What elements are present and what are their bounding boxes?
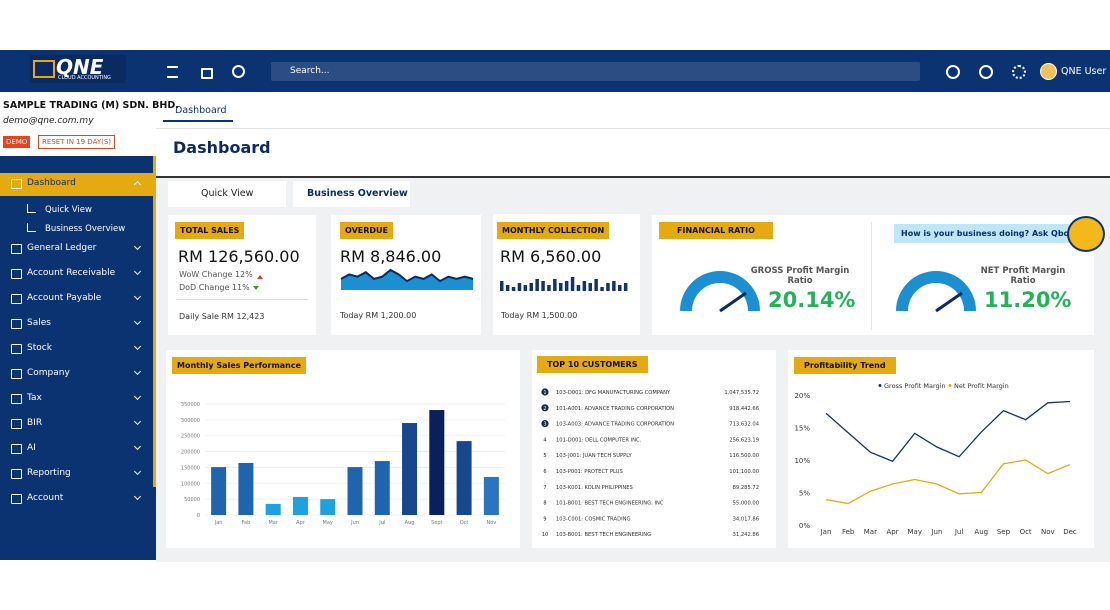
card-footer: Today RM 1,500.00 <box>501 311 578 320</box>
subtab-active[interactable]: Business Overview <box>293 181 410 207</box>
menu-icon <box>11 244 22 254</box>
company-name: SAMPLE TRADING (M) SDN. BHD. <box>3 100 179 111</box>
menu-item[interactable]: Reporting <box>27 468 71 478</box>
card-title: OVERDUE <box>340 222 394 239</box>
search-bar[interactable]: Search... <box>271 62 920 81</box>
gauge-label: NET Profit Margin Ratio <box>980 266 1066 286</box>
menu-icon <box>11 494 22 504</box>
down-arrow <box>253 286 259 293</box>
logo[interactable]: QNE CLOUD ACCOUNTING <box>30 55 126 83</box>
card-title: MONTHLY COLLECTION <box>497 222 610 239</box>
menu-item[interactable]: Account Payable <box>27 293 102 303</box>
logo-icon <box>33 60 55 78</box>
submenu-icon <box>27 204 36 213</box>
menu-icon <box>11 394 22 404</box>
company-email: demo@qne.com.my <box>3 116 94 126</box>
menu-icon <box>11 269 22 279</box>
menu-item[interactable]: Stock <box>27 343 52 353</box>
submenu-icon <box>27 223 36 232</box>
menu-item[interactable]: AI <box>27 443 36 453</box>
settings-icon[interactable] <box>1012 65 1026 79</box>
menu-icon <box>11 294 22 304</box>
qbot-mascot[interactable] <box>1067 216 1105 252</box>
submenu-item[interactable]: Business Overview <box>45 224 126 234</box>
card-title: TOTAL SALES <box>175 222 245 239</box>
menu-item[interactable]: Tax <box>27 393 42 403</box>
subtab-label: Quick View <box>201 188 254 199</box>
chat-icon[interactable] <box>946 65 960 79</box>
wow-change: WoW Change 12% <box>179 270 253 279</box>
card-footer: Today RM 1,200.00 <box>340 311 417 320</box>
card <box>788 350 1094 548</box>
menu-item[interactable]: General Ledger <box>27 243 97 253</box>
demo-badge: DEMO <box>3 136 31 148</box>
subtab-label: Business Overview <box>307 188 408 199</box>
dod-change: DoD Change 11% <box>179 283 250 292</box>
card <box>532 350 776 548</box>
menu-item[interactable]: Company <box>27 368 70 378</box>
play-icon[interactable] <box>232 65 245 78</box>
avatar[interactable] <box>1040 63 1057 80</box>
gauge-label: GROSS Profit Margin Ratio <box>750 266 850 286</box>
card-divider <box>176 299 308 300</box>
page-title: Dashboard <box>173 138 271 157</box>
card-title: FINANCIAL RATIO <box>659 222 773 239</box>
submenu-item[interactable]: Quick View <box>45 205 92 215</box>
menu-item[interactable]: BIR <box>27 418 43 428</box>
card-value: RM 126,560.00 <box>178 247 300 266</box>
menu-item[interactable]: Account <box>27 493 64 503</box>
menu-icon <box>11 344 22 354</box>
card-value: RM 8,846.00 <box>340 247 442 266</box>
reset-badge: RESET IN 19 DAY(S) <box>38 135 116 149</box>
tab[interactable]: Dashboard <box>175 105 227 116</box>
menu-icon <box>11 469 22 479</box>
search-placeholder: Search... <box>290 66 330 76</box>
sidebar <box>0 156 156 560</box>
gauge-value: 20.14% <box>768 288 856 312</box>
user-name[interactable]: QNE User <box>1061 66 1107 77</box>
card-value: RM 6,560.00 <box>500 247 602 266</box>
up-arrow <box>257 272 263 279</box>
qbot-banner[interactable]: How is your business doing? Ask Qbot! <box>894 224 1077 243</box>
gauge-value: 11.20% <box>984 288 1072 312</box>
menu-icon <box>11 369 22 379</box>
logo-sub: CLOUD ACCOUNTING <box>58 75 111 81</box>
menu-item[interactable]: Sales <box>27 318 51 328</box>
menu-item[interactable]: Account Receivable <box>27 268 116 278</box>
divider <box>156 128 1110 129</box>
menu-icon <box>11 444 22 454</box>
chart-title: Monthly Sales Performance <box>172 357 307 374</box>
sidebar-accent <box>153 156 156 487</box>
ratio-divider <box>871 222 872 330</box>
lock-icon[interactable] <box>201 68 213 79</box>
menu-icon[interactable] <box>167 66 178 78</box>
logo-text: QNE <box>56 55 104 79</box>
menu-icon <box>11 179 22 189</box>
table-title: TOP 10 CUSTOMERS <box>537 356 648 373</box>
menu-icon <box>11 419 22 429</box>
card-footer: Daily Sale RM 12,423 <box>179 312 265 321</box>
tab-underline <box>163 120 233 122</box>
menu-item[interactable]: Dashboard <box>27 178 76 188</box>
menu-icon <box>11 319 22 329</box>
chart-title: Profitability Trend <box>794 357 896 374</box>
help-icon[interactable] <box>979 65 993 79</box>
subtab[interactable]: Quick View <box>168 181 286 207</box>
card <box>166 350 520 548</box>
menu-active-bg <box>0 173 153 196</box>
